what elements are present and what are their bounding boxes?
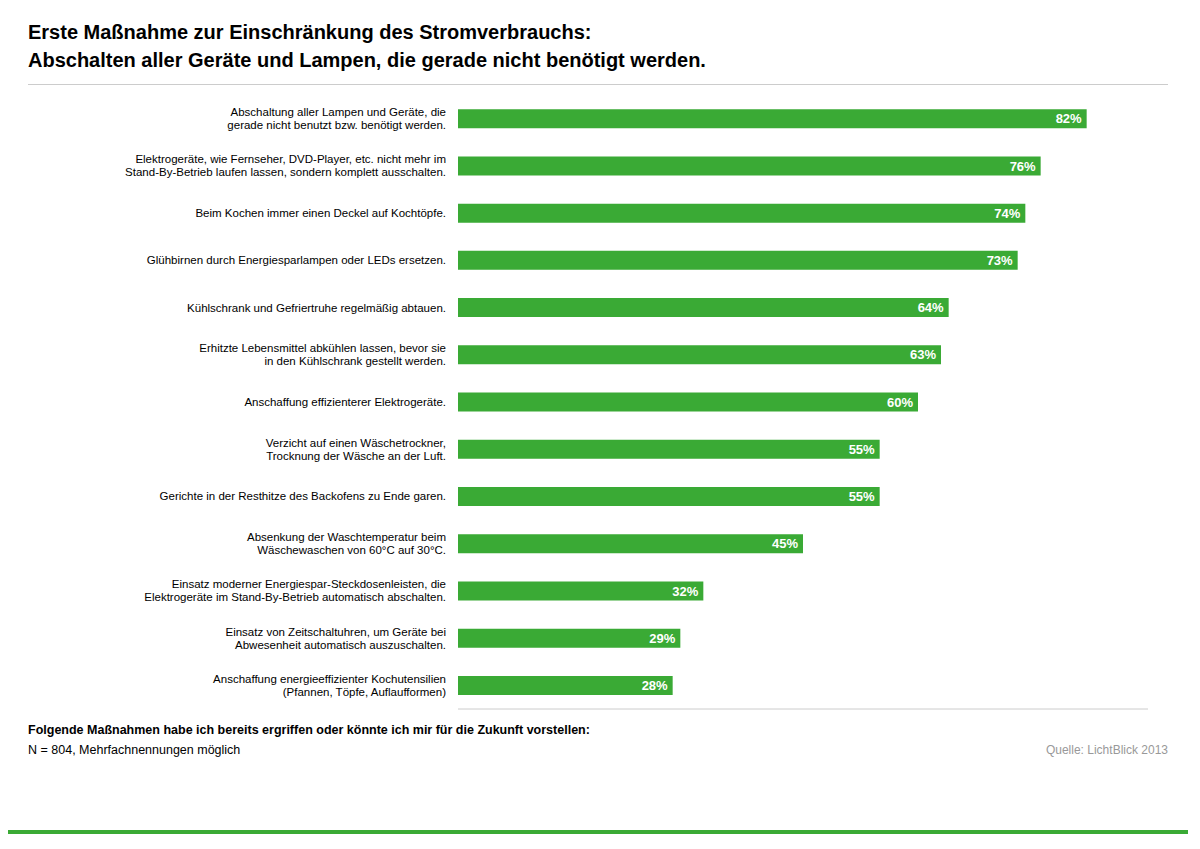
svg-text:73%: 73% xyxy=(987,253,1013,268)
html-text:Erste Maßnahme zur Einschränku: Erste Maßnahme zur Einschränkung des Str… xyxy=(28,21,592,43)
svg-text:Anschaffung effizienterer Elek: Anschaffung effizienterer Elektrogeräte. xyxy=(244,396,446,408)
svg-text:29%: 29% xyxy=(649,631,675,646)
html-text:Quelle: LichtBlick 2013: Quelle: LichtBlick 2013 xyxy=(1045,743,1168,757)
svg-text:Kühlschrank und Gefriertruhe r: Kühlschrank und Gefriertruhe regelmäßig … xyxy=(187,302,446,314)
html-text:Abschalten aller Geräte und La: Abschalten aller Geräte und Lampen, die … xyxy=(28,49,706,71)
svg-text:Abschaltung aller Lampen und G: Abschaltung aller Lampen und Geräte, die… xyxy=(227,106,446,131)
svg-text:Verzicht auf einen Wäschetrock: Verzicht auf einen Wäschetrockner,Trockn… xyxy=(266,437,446,462)
svg-text:32%: 32% xyxy=(672,584,698,599)
svg-text:Anschaffung energieeffizienter: Anschaffung energieeffizienter Kochutens… xyxy=(213,673,446,698)
svg-text:Elektrogeräte, wie Fernseher,: Elektrogeräte, wie Fernseher, DVD-Player… xyxy=(125,153,446,178)
svg-text:55%: 55% xyxy=(849,489,875,504)
svg-text:Glühbirnen durch Energiesparla: Glühbirnen durch Energiesparlampen oder … xyxy=(147,254,446,266)
html-text:N = 804, Mehrfachnennungen mög: N = 804, Mehrfachnennungen möglich xyxy=(28,743,241,757)
svg-text:55%: 55% xyxy=(849,442,875,457)
svg-text:Beim Kochen immer einen Deckel: Beim Kochen immer einen Deckel auf Kocht… xyxy=(195,207,446,219)
svg-text:64%: 64% xyxy=(918,300,944,315)
svg-text:Einsatz von Zeitschaltuhren, u: Einsatz von Zeitschaltuhren, um Geräte b… xyxy=(225,626,446,651)
svg-text:82%: 82% xyxy=(1056,111,1082,126)
svg-text:60%: 60% xyxy=(887,395,913,410)
svg-text:Einsatz moderner Energiespar-S: Einsatz moderner Energiespar-Steckdosenl… xyxy=(144,578,446,603)
svg-text:63%: 63% xyxy=(910,347,936,362)
svg-text:45%: 45% xyxy=(772,536,798,551)
svg-text:Gerichte in der Resthitze des: Gerichte in der Resthitze des Backofens … xyxy=(160,490,446,502)
svg-text:28%: 28% xyxy=(642,678,668,693)
svg-text:76%: 76% xyxy=(1010,159,1036,174)
svg-text:Erhitzte Lebensmittel abkühlen: Erhitzte Lebensmittel abkühlen lassen, b… xyxy=(199,342,446,367)
svg-text:74%: 74% xyxy=(994,206,1020,221)
svg-text:Absenkung der Waschtemperatur: Absenkung der Waschtemperatur beimWäsche… xyxy=(247,531,446,556)
html-text:Folgende Maßnahmen habe ich be: Folgende Maßnahmen habe ich bereits ergr… xyxy=(28,723,590,737)
